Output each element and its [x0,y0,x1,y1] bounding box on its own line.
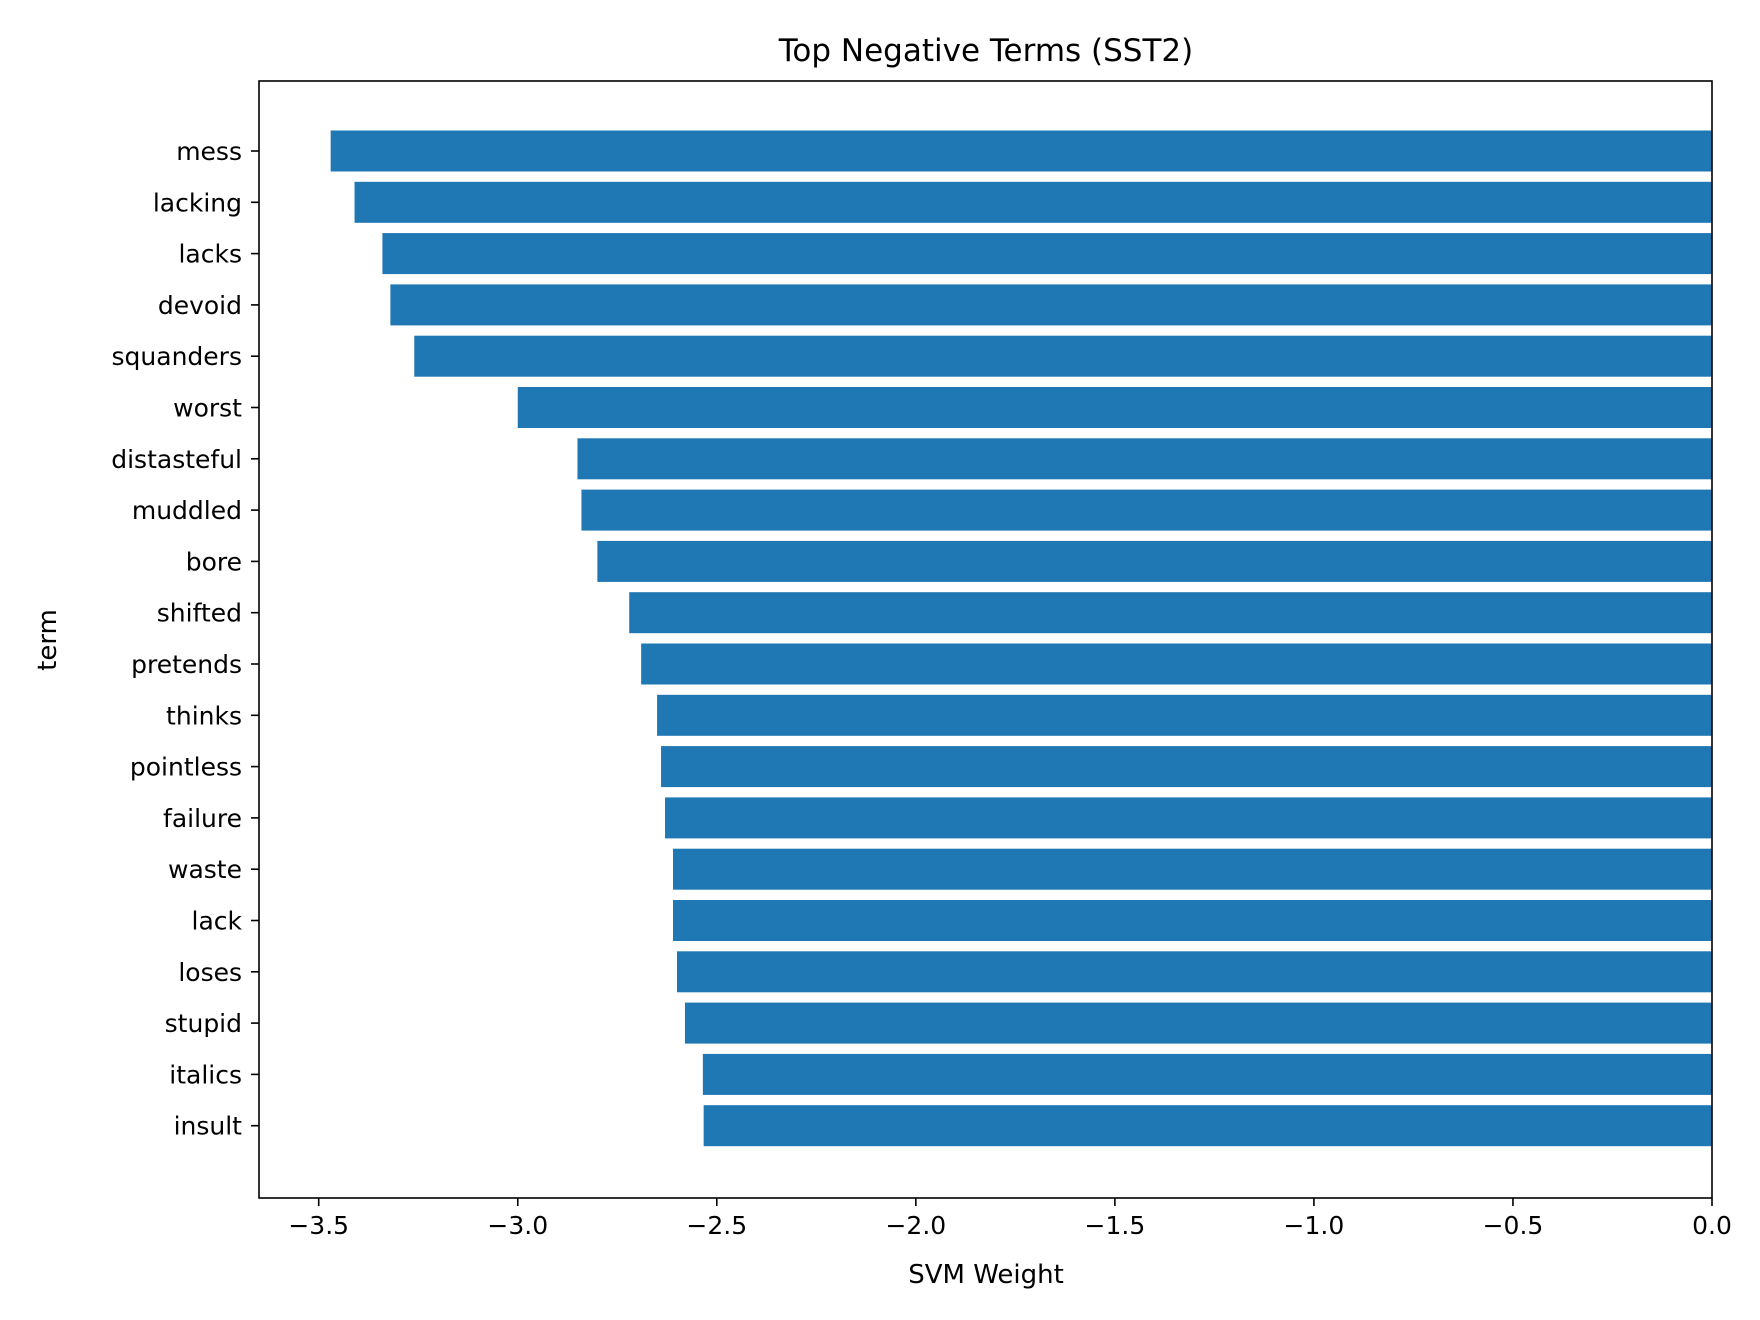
x-axis: −3.5 −3.0 −2.5 −2.0 −1.5 −1.0 −0.5 0.0 [288,1198,1732,1240]
y-axis: mess lacking lacks devoid squanders worst dist… [111,137,259,1141]
bar-failure [665,797,1712,839]
bar-bore [597,540,1712,582]
x-tick-label: −2.0 [885,1211,946,1240]
x-tick-label: −2.5 [686,1211,747,1240]
y-tick-label-distasteful: distasteful [111,445,242,474]
y-tick-label-pointless: pointless [130,753,242,782]
bar-shifted [629,592,1712,634]
bar-loses [676,951,1712,993]
bar-insult [703,1105,1712,1147]
x-tick-label: −1.5 [1085,1211,1146,1240]
bar-pretends [641,643,1712,685]
x-tick-label: 0.0 [1692,1211,1732,1240]
y-tick-label-waste: waste [168,855,242,884]
bar-squanders [414,335,1712,377]
bar-pointless [661,746,1712,788]
plot-frame [258,80,1713,1199]
y-tick-label-devoid: devoid [158,291,242,320]
y-tick-label-italics: italics [169,1060,242,1089]
chart-title: Top Negative Terms (SST2) [778,33,1194,69]
y-tick-label-pretends: pretends [131,650,242,679]
bar-lack [673,900,1712,941]
x-tick-label: −0.5 [1483,1211,1544,1240]
y-tick-label-thinks: thinks [166,701,242,730]
y-tick-label-lacks: lacks [178,240,242,269]
bars-group [330,130,1713,1147]
bar-stupid [684,1002,1712,1044]
bar-lacking [354,181,1712,223]
y-tick-label-bore: bore [186,547,242,576]
bar-waste [673,848,1712,890]
bar-lacks [382,233,1712,275]
bar-worst [517,387,1712,428]
y-tick-label-lack: lack [192,907,243,936]
bar-devoid [390,284,1712,326]
y-tick-label-mess: mess [176,137,242,166]
bar-distasteful [577,438,1712,480]
y-tick-label-failure: failure [163,804,242,833]
bar-muddled [581,489,1713,531]
x-axis-label: SVM Weight [908,1260,1064,1290]
x-tick-label: −3.0 [487,1211,548,1240]
x-tick-label: −1.0 [1284,1211,1345,1240]
x-tick-label: −3.5 [288,1211,349,1240]
y-tick-label-muddled: muddled [132,496,242,525]
bar-mess [330,130,1712,172]
bar-thinks [657,694,1712,736]
y-tick-label-stupid: stupid [165,1009,242,1038]
y-tick-label-loses: loses [178,958,242,987]
y-tick-label-squanders: squanders [112,342,242,371]
y-tick-label-worst: worst [173,394,242,423]
bar-italics [702,1053,1712,1095]
y-tick-label-insult: insult [174,1112,243,1141]
y-tick-label-shifted: shifted [157,599,242,628]
y-tick-label-lacking: lacking [153,188,242,217]
y-axis-label: term [33,609,63,671]
